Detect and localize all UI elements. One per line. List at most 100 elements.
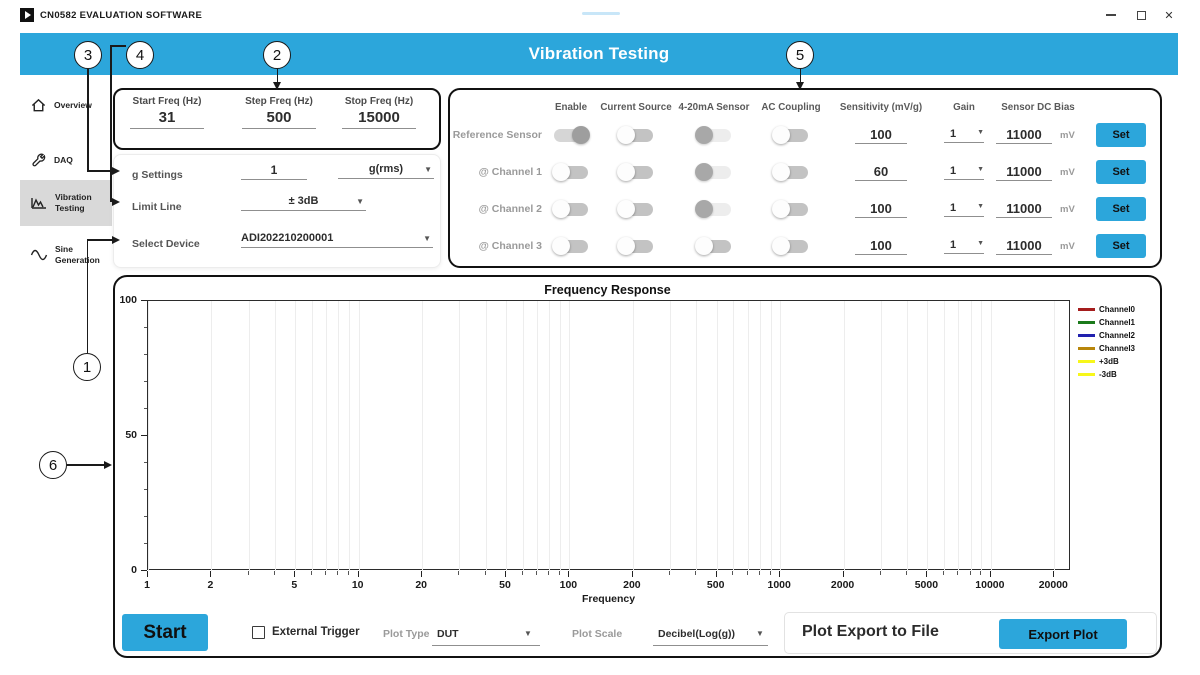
enable-toggle[interactable] (552, 163, 588, 181)
mv-unit-label: mV (1060, 129, 1075, 141)
dc-bias-input[interactable]: 11000 (996, 164, 1052, 181)
ac-coupling-toggle[interactable] (772, 200, 808, 218)
legend-label: Channel0 (1099, 305, 1136, 314)
row-label: @ Channel 2 (478, 203, 542, 215)
gain-dropdown[interactable]: 1 ▼ (944, 202, 984, 217)
sensitivity-input[interactable]: 100 (855, 201, 907, 218)
set-button[interactable]: Set (1096, 160, 1146, 184)
420ma-sensor-toggle[interactable] (695, 126, 731, 144)
minimize-button[interactable] (1100, 6, 1122, 24)
sidebar-item-vibration-testing[interactable]: Vibration Testing (20, 180, 112, 226)
sidebar-item-label: Vibration Testing (55, 192, 92, 213)
420ma-sensor-toggle[interactable] (695, 200, 731, 218)
plot-export-card: Plot Export to File Export Plot (784, 612, 1157, 654)
g-units-dropdown[interactable]: g(rms) ▼ (338, 163, 434, 179)
callout-5: 5 (786, 41, 814, 69)
channel-settings-panel: Enable Current Source 4-20mA Sensor AC C… (448, 88, 1162, 268)
sidebar-item-label: Overview (54, 99, 92, 110)
dc-bias-input[interactable]: 11000 (996, 201, 1052, 218)
legend-item: Channel2 (1078, 329, 1135, 342)
enable-column-header: Enable (554, 101, 588, 113)
callout-line (87, 69, 89, 171)
limit-line-value: ± 3dB (288, 195, 319, 207)
enable-toggle[interactable] (554, 126, 590, 144)
420ma-sensor-toggle[interactable] (695, 163, 731, 181)
stop-freq-input[interactable]: 15000 (358, 109, 400, 126)
top-accent-bar (582, 12, 620, 15)
gain-value: 1 (950, 238, 957, 251)
dc-bias-input[interactable]: 11000 (996, 127, 1052, 144)
current-source-toggle[interactable] (617, 200, 653, 218)
callout-line (110, 45, 112, 202)
chevron-down-icon: ▼ (756, 629, 764, 638)
legend-swatch (1078, 347, 1095, 350)
set-button[interactable]: Set (1096, 234, 1146, 258)
start-button[interactable]: Start (122, 614, 208, 651)
adi-logo-icon (20, 8, 34, 22)
current-source-toggle[interactable] (617, 163, 653, 181)
g-settings-input[interactable]: 1 (241, 163, 307, 180)
set-button[interactable]: Set (1096, 197, 1146, 221)
frequency-response-plot (147, 300, 1070, 571)
gain-value: 1 (950, 201, 957, 214)
current-source-column-header: Current Source (600, 101, 672, 113)
page-title: Vibration Testing (528, 44, 670, 63)
legend-item: Channel1 (1078, 316, 1135, 329)
enable-toggle[interactable] (552, 237, 588, 255)
current-source-toggle[interactable] (617, 126, 653, 144)
plot-scale-dropdown[interactable]: Decibel(Log(g)) (658, 628, 735, 640)
sensitivity-input[interactable]: 100 (855, 127, 907, 144)
chevron-down-icon: ▼ (423, 234, 431, 243)
sidebar-item-sine-generation[interactable]: Sine Generation (20, 235, 112, 275)
sine-wave-icon (30, 249, 48, 261)
sensitivity-column-header: Sensitivity (mV/g) (839, 101, 923, 113)
set-button[interactable]: Set (1096, 123, 1146, 147)
gain-dropdown[interactable]: 1 ▼ (944, 165, 984, 180)
sensitivity-input[interactable]: 100 (855, 238, 907, 255)
callout-line (87, 239, 113, 241)
mv-unit-label: mV (1060, 166, 1075, 178)
dc-bias-input[interactable]: 11000 (996, 238, 1052, 255)
start-freq-label: Start Freq (Hz) (132, 96, 202, 107)
sidebar-item-label: Sine Generation (55, 244, 100, 265)
ac-coupling-toggle[interactable] (772, 163, 808, 181)
select-device-value: ADI202210200001 (241, 232, 334, 244)
maximize-button[interactable] (1130, 6, 1152, 24)
gain-column-header: Gain (953, 101, 975, 113)
callout-arrow (104, 460, 112, 469)
select-device-dropdown[interactable]: ADI202210200001 ▼ (241, 232, 433, 248)
select-device-label: Select Device (132, 238, 200, 250)
callout-line (86, 239, 88, 353)
dropdown-underline (653, 645, 768, 646)
frequency-sweep-panel: Start Freq (Hz) 31 Step Freq (Hz) 500 St… (113, 88, 441, 150)
row-label: Reference Sensor (452, 129, 542, 141)
ac-coupling-toggle[interactable] (772, 126, 808, 144)
export-plot-button[interactable]: Export Plot (999, 619, 1127, 649)
callout-3: 3 (74, 41, 102, 69)
callout-line (110, 45, 126, 47)
g-units-value: g(rms) (368, 163, 404, 175)
plot-type-dropdown[interactable]: DUT (437, 628, 459, 640)
close-button[interactable]: ✕ (1164, 9, 1174, 22)
chevron-down-icon: ▼ (524, 629, 532, 638)
420ma-sensor-toggle[interactable] (695, 237, 731, 255)
limit-line-dropdown[interactable]: ± 3dB ▼ (241, 195, 366, 211)
external-trigger-checkbox[interactable] (252, 626, 265, 639)
gain-dropdown[interactable]: 1 ▼ (944, 128, 984, 143)
sidebar-item-overview[interactable]: Overview (20, 90, 112, 120)
input-underline (342, 128, 416, 129)
enable-toggle[interactable] (552, 200, 588, 218)
legend-label: +3dB (1099, 357, 1119, 366)
row-label: @ Channel 1 (478, 166, 542, 178)
current-source-toggle[interactable] (617, 237, 653, 255)
home-icon (31, 98, 46, 111)
sidebar-item-daq[interactable]: DAQ (20, 145, 112, 175)
ac-coupling-toggle[interactable] (772, 237, 808, 255)
gain-value: 1 (950, 127, 957, 140)
start-freq-input[interactable]: 31 (158, 109, 176, 126)
gain-dropdown[interactable]: 1 ▼ (944, 239, 984, 254)
step-freq-input[interactable]: 500 (266, 109, 292, 126)
chevron-down-icon: ▼ (977, 165, 984, 173)
sensitivity-input[interactable]: 60 (855, 164, 907, 181)
callout-arrow (112, 235, 120, 244)
